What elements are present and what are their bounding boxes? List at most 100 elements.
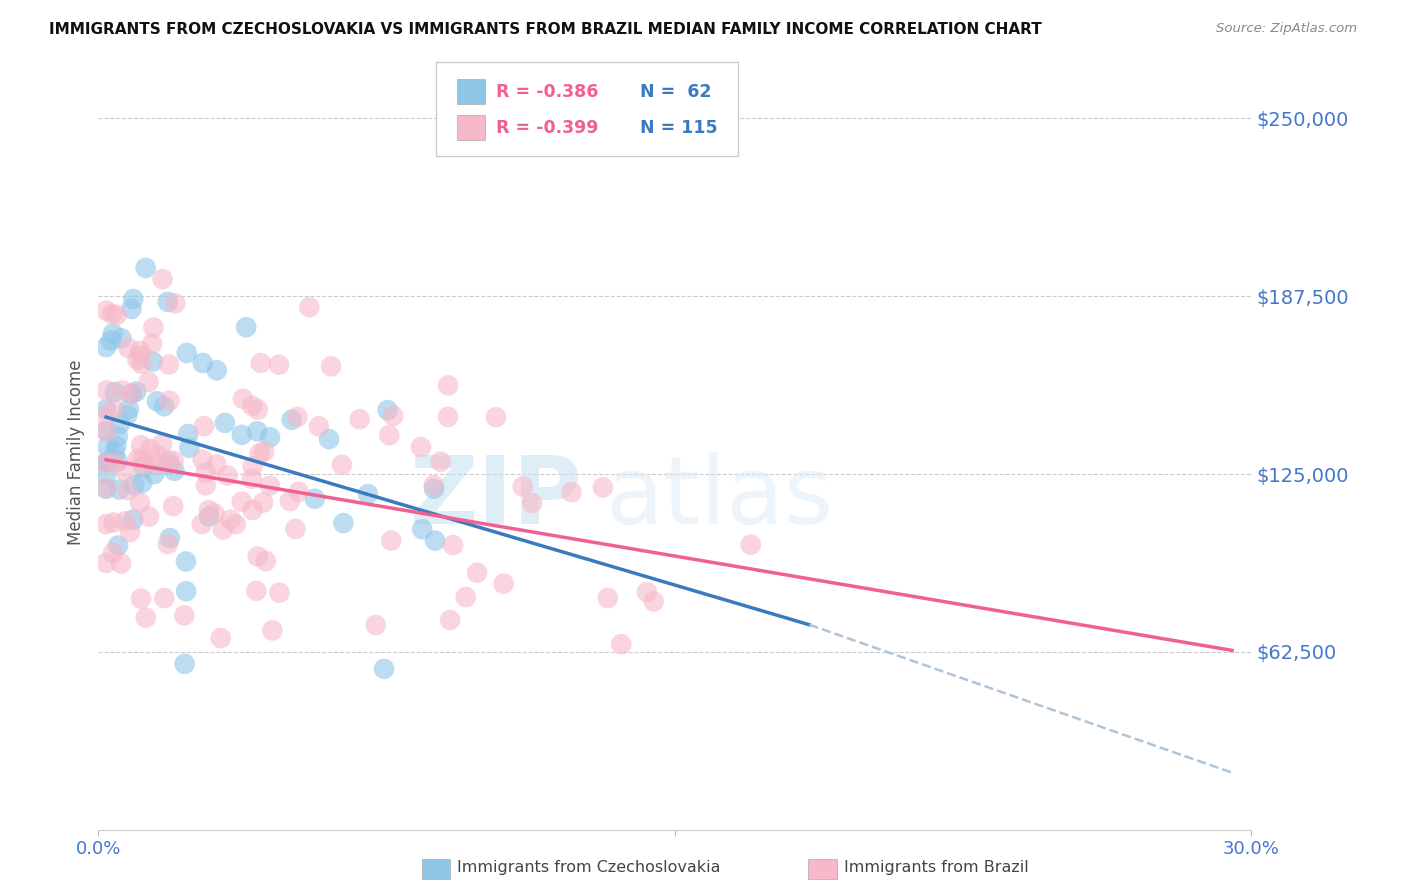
Point: [129, 344, 152, 359]
Point: [150, 437, 173, 451]
Text: IMMIGRANTS FROM CZECHOSLOVAKIA VS IMMIGRANTS FROM BRAZIL MEDIAN FAMILY INCOME CO: IMMIGRANTS FROM CZECHOSLOVAKIA VS IMMIGR…: [49, 22, 1042, 37]
Point: [214, 416, 236, 430]
Point: [96, 440, 118, 454]
Point: [232, 392, 254, 406]
Point: [132, 460, 155, 475]
Point: [107, 454, 129, 468]
Point: [142, 320, 165, 334]
Point: [198, 509, 221, 524]
Point: [231, 428, 253, 442]
Point: [193, 419, 215, 434]
Point: [740, 538, 762, 552]
Point: [104, 445, 127, 459]
Point: [191, 452, 214, 467]
Point: [454, 590, 477, 604]
Text: Immigrants from Czechoslovakia: Immigrants from Czechoslovakia: [457, 861, 720, 875]
Point: [191, 356, 214, 370]
Point: [278, 494, 301, 508]
Point: [94, 340, 117, 354]
Point: [107, 539, 129, 553]
Point: [121, 386, 143, 401]
Point: [104, 384, 127, 399]
Point: [596, 591, 619, 605]
Point: [308, 419, 330, 434]
Point: [131, 357, 153, 371]
Point: [242, 503, 264, 517]
Point: [129, 495, 152, 509]
Point: [157, 457, 180, 471]
Point: [492, 576, 515, 591]
Point: [643, 594, 665, 608]
Point: [159, 393, 181, 408]
Point: [120, 524, 142, 539]
Point: [280, 413, 302, 427]
Point: [97, 455, 120, 469]
Point: [512, 479, 534, 493]
Point: [110, 557, 132, 571]
Point: [114, 465, 136, 479]
Point: [129, 438, 152, 452]
Point: [121, 386, 143, 401]
Point: [373, 662, 395, 676]
Point: [94, 456, 117, 470]
Point: [364, 618, 387, 632]
Point: [197, 503, 219, 517]
Point: [94, 455, 117, 469]
Point: [101, 307, 124, 321]
Point: [156, 537, 179, 551]
Point: [165, 296, 187, 310]
Point: [485, 410, 508, 425]
Point: [104, 456, 127, 470]
Point: [520, 496, 543, 510]
Point: [94, 402, 117, 417]
Point: [124, 478, 146, 492]
Point: [330, 458, 353, 472]
Point: [117, 483, 139, 497]
Point: [174, 584, 197, 599]
Point: [174, 554, 197, 568]
Point: [422, 478, 444, 492]
Point: [138, 375, 160, 389]
Point: [439, 613, 461, 627]
Point: [157, 358, 180, 372]
Point: [135, 610, 157, 624]
Point: [382, 409, 405, 423]
Point: [209, 631, 232, 645]
Point: [111, 384, 134, 398]
Text: Source: ZipAtlas.com: Source: ZipAtlas.com: [1216, 22, 1357, 36]
Point: [94, 409, 117, 423]
Point: [437, 409, 460, 424]
Point: [202, 507, 225, 521]
Point: [94, 481, 117, 495]
Point: [437, 378, 460, 392]
Point: [246, 402, 269, 417]
Point: [107, 429, 129, 443]
Point: [146, 394, 169, 409]
Point: [377, 403, 399, 417]
Point: [153, 591, 176, 605]
Point: [162, 499, 184, 513]
Point: [357, 487, 380, 501]
Point: [378, 428, 401, 442]
Point: [153, 399, 176, 413]
Point: [194, 478, 217, 492]
Point: [253, 444, 276, 458]
Point: [127, 352, 149, 367]
Point: [162, 454, 184, 468]
Point: [117, 341, 139, 355]
Point: [101, 546, 124, 560]
Point: [163, 464, 186, 478]
Text: N = 115: N = 115: [640, 119, 717, 136]
Point: [225, 517, 247, 532]
Point: [242, 459, 264, 474]
Point: [191, 517, 214, 532]
Point: [205, 458, 228, 472]
Point: [240, 399, 263, 413]
Point: [100, 334, 122, 348]
Point: [287, 409, 309, 424]
Point: [101, 326, 124, 341]
Point: [249, 356, 271, 370]
Point: [108, 417, 131, 432]
Point: [103, 516, 125, 530]
Point: [409, 440, 432, 454]
